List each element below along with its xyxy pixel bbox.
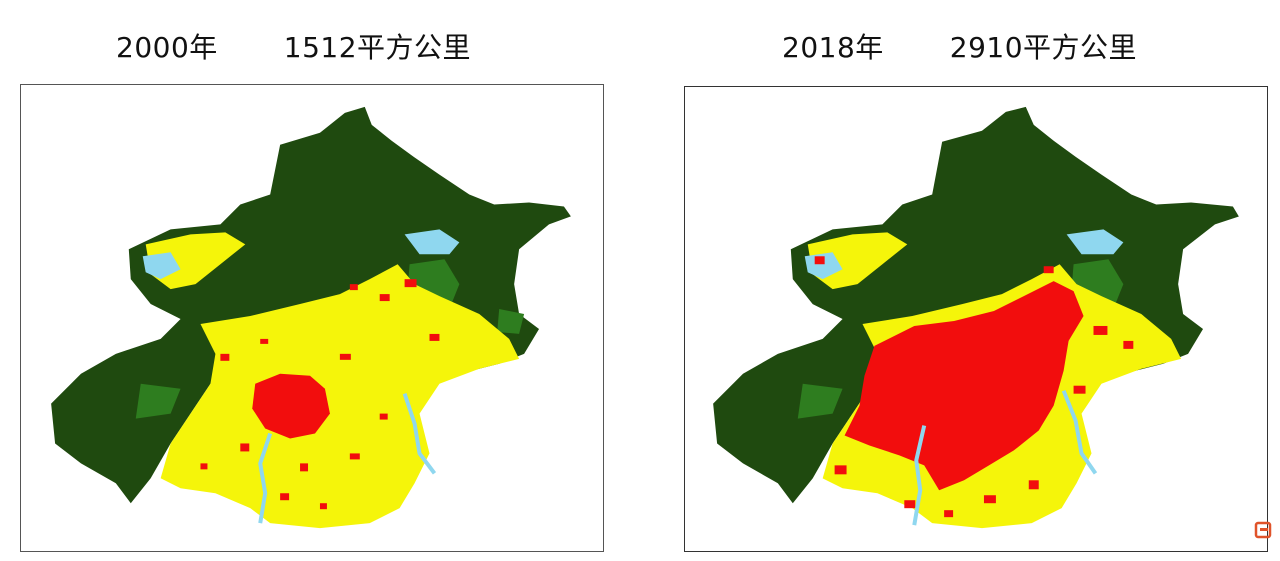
river [1061, 389, 1098, 475]
map-title-2018: 2018年 2910平方公里 [782, 26, 1137, 66]
map-title-2000: 2000年 1512平方公里 [116, 26, 471, 66]
forest-patch [497, 309, 525, 334]
reservoir [1066, 229, 1124, 255]
urban-core [252, 373, 330, 439]
farmland-northwest [145, 232, 246, 290]
river [258, 432, 273, 524]
year-label: 2018年 [782, 31, 884, 64]
river [402, 393, 437, 475]
urban-patches [200, 279, 440, 510]
forest-patch [797, 383, 843, 419]
reservoir [404, 229, 460, 255]
urban-patches [814, 256, 1134, 518]
river [912, 425, 927, 526]
urban-core [844, 281, 1084, 491]
area-label: 1512平方公里 [283, 31, 472, 64]
area-label: 2910平方公里 [949, 31, 1138, 64]
land-use-map-2000 [51, 106, 571, 529]
farmland-northwest [807, 232, 908, 290]
water-northwest [142, 252, 181, 280]
forest-patch [135, 383, 181, 419]
map-panel-2000 [20, 84, 604, 552]
farmland-plain [160, 264, 520, 529]
map-panel-2018 [684, 86, 1268, 552]
land-use-map-2018 [713, 106, 1239, 529]
corner-logo-icon [1254, 521, 1272, 539]
water-northwest [804, 252, 843, 280]
year-label: 2000年 [116, 31, 218, 64]
